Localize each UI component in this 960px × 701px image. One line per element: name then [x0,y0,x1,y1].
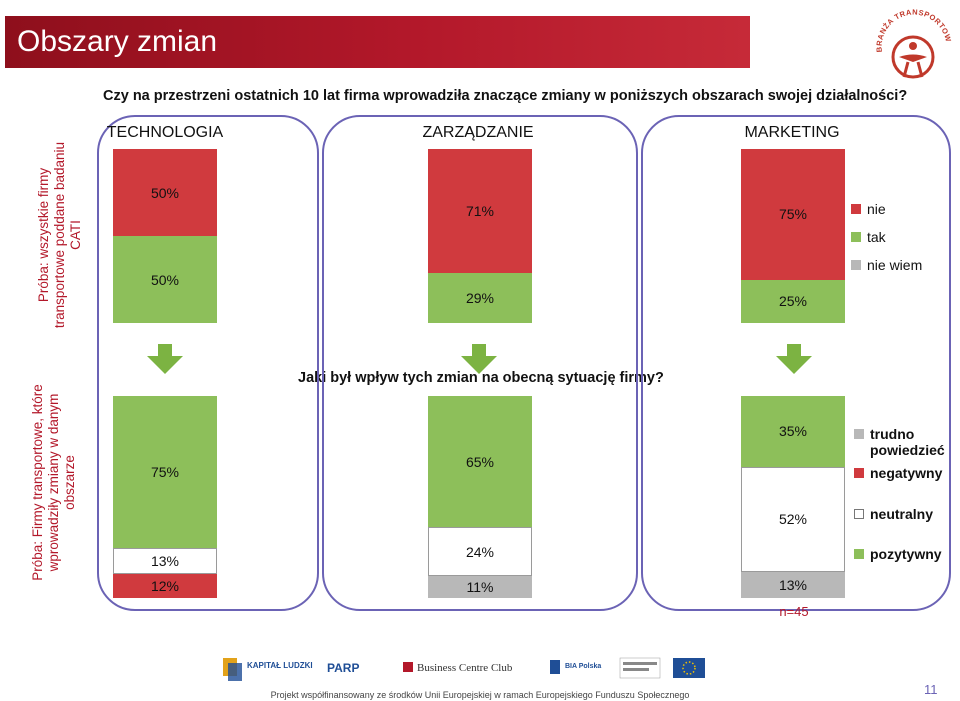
page-title: Obszary zmian [17,25,218,58]
legend-item-nie-wiem: nie wiem [851,257,922,273]
category-label-2: MARKETING [744,124,840,141]
legend-label: negatywny [870,465,943,481]
sample-label-top: Próba: wszystkie firmy transportowe podd… [36,141,83,329]
logo-parp: PARP [327,661,359,675]
logo-kapital-ludzki: KAPITAŁ LUDZKI [247,661,313,670]
question-impact: Jaki był wpływ tych zmian na obecną sytu… [298,370,664,386]
impact-legend-item-negatywny: negatywny [854,465,949,481]
question-changes: Czy na przestrzeni ostatnich 10 lat firm… [103,88,908,104]
legend-label: neutralny [870,506,934,522]
legend-label: tak [867,229,886,245]
impact-bar-neutralny-2: 52% [741,466,845,572]
impact-bar-neutralny-0: 13% [113,547,217,574]
impact-bar-pozytywny-1: 65% [428,396,532,528]
panel-zarzadzanie [322,115,638,611]
legend-label: trudno powiedzieć [870,426,945,458]
page-number: 11 [924,682,938,697]
impact-bar-pozytywny-0: 75% [113,396,217,548]
logo-bcc: Business Centre Club [417,662,513,674]
bar-tak-1: 29% [428,272,532,323]
legend-label: nie [867,201,886,217]
panel-technologia [97,115,319,611]
impact-bar-negatywny-0: 12% [113,573,217,598]
legend-swatch [854,429,864,439]
legend-swatch [851,204,861,214]
sample-label-bottom: Próba: Firmy transportowe, które wprowad… [30,384,77,581]
down-arrow-icon [776,344,812,374]
bar-nie-0: 50% [113,149,217,236]
impact-bar-pozytywny-2: 35% [741,396,845,467]
brand-logo: BRANŻA TRANSPORTOWA [868,2,953,79]
impact-legend-item-trudno-powiedzieć: trudno powiedzieć [854,426,949,458]
legend-label: nie wiem [867,257,923,273]
impact-bar-trudno-powiedzieć-1: 11% [428,575,532,598]
bar-tak-0: 50% [113,236,217,323]
bar-tak-2: 25% [741,279,845,323]
legend-swatch [854,468,864,478]
legend-swatch [854,509,864,519]
footer-funding-text: Projekt współfinansowany ze środków Unii… [270,690,690,700]
panel-marketing [641,115,951,611]
logo-bia: BIA Polska [565,663,601,670]
down-arrow-icon [147,344,183,374]
bar-nie-2: 75% [741,149,845,280]
legend-swatch [851,260,861,270]
impact-legend-item-neutralny: neutralny [854,506,949,522]
legend-item-tak: tak [851,229,886,245]
impact-bar-trudno-powiedzieć-2: 13% [741,571,845,598]
bar-nie-1: 71% [428,149,532,273]
impact-bar-neutralny-1: 24% [428,527,532,576]
down-arrow-icon [461,344,497,374]
legend-swatch [854,549,864,559]
impact-legend-item-pozytywny: pozytywny [854,546,949,562]
sample-size-note: n=45 [779,604,809,619]
footer-logos: KAPITAŁ LUDZKI PARP Business Centre Club… [223,657,705,681]
legend-swatch [851,232,861,242]
category-label-0: TECHNOLOGIA [106,124,224,141]
legend-label: pozytywny [870,546,942,562]
category-label-1: ZARZĄDZANIE [422,124,534,141]
legend-item-nie: nie [851,201,886,217]
title-bar: Obszary zmian [5,16,750,68]
